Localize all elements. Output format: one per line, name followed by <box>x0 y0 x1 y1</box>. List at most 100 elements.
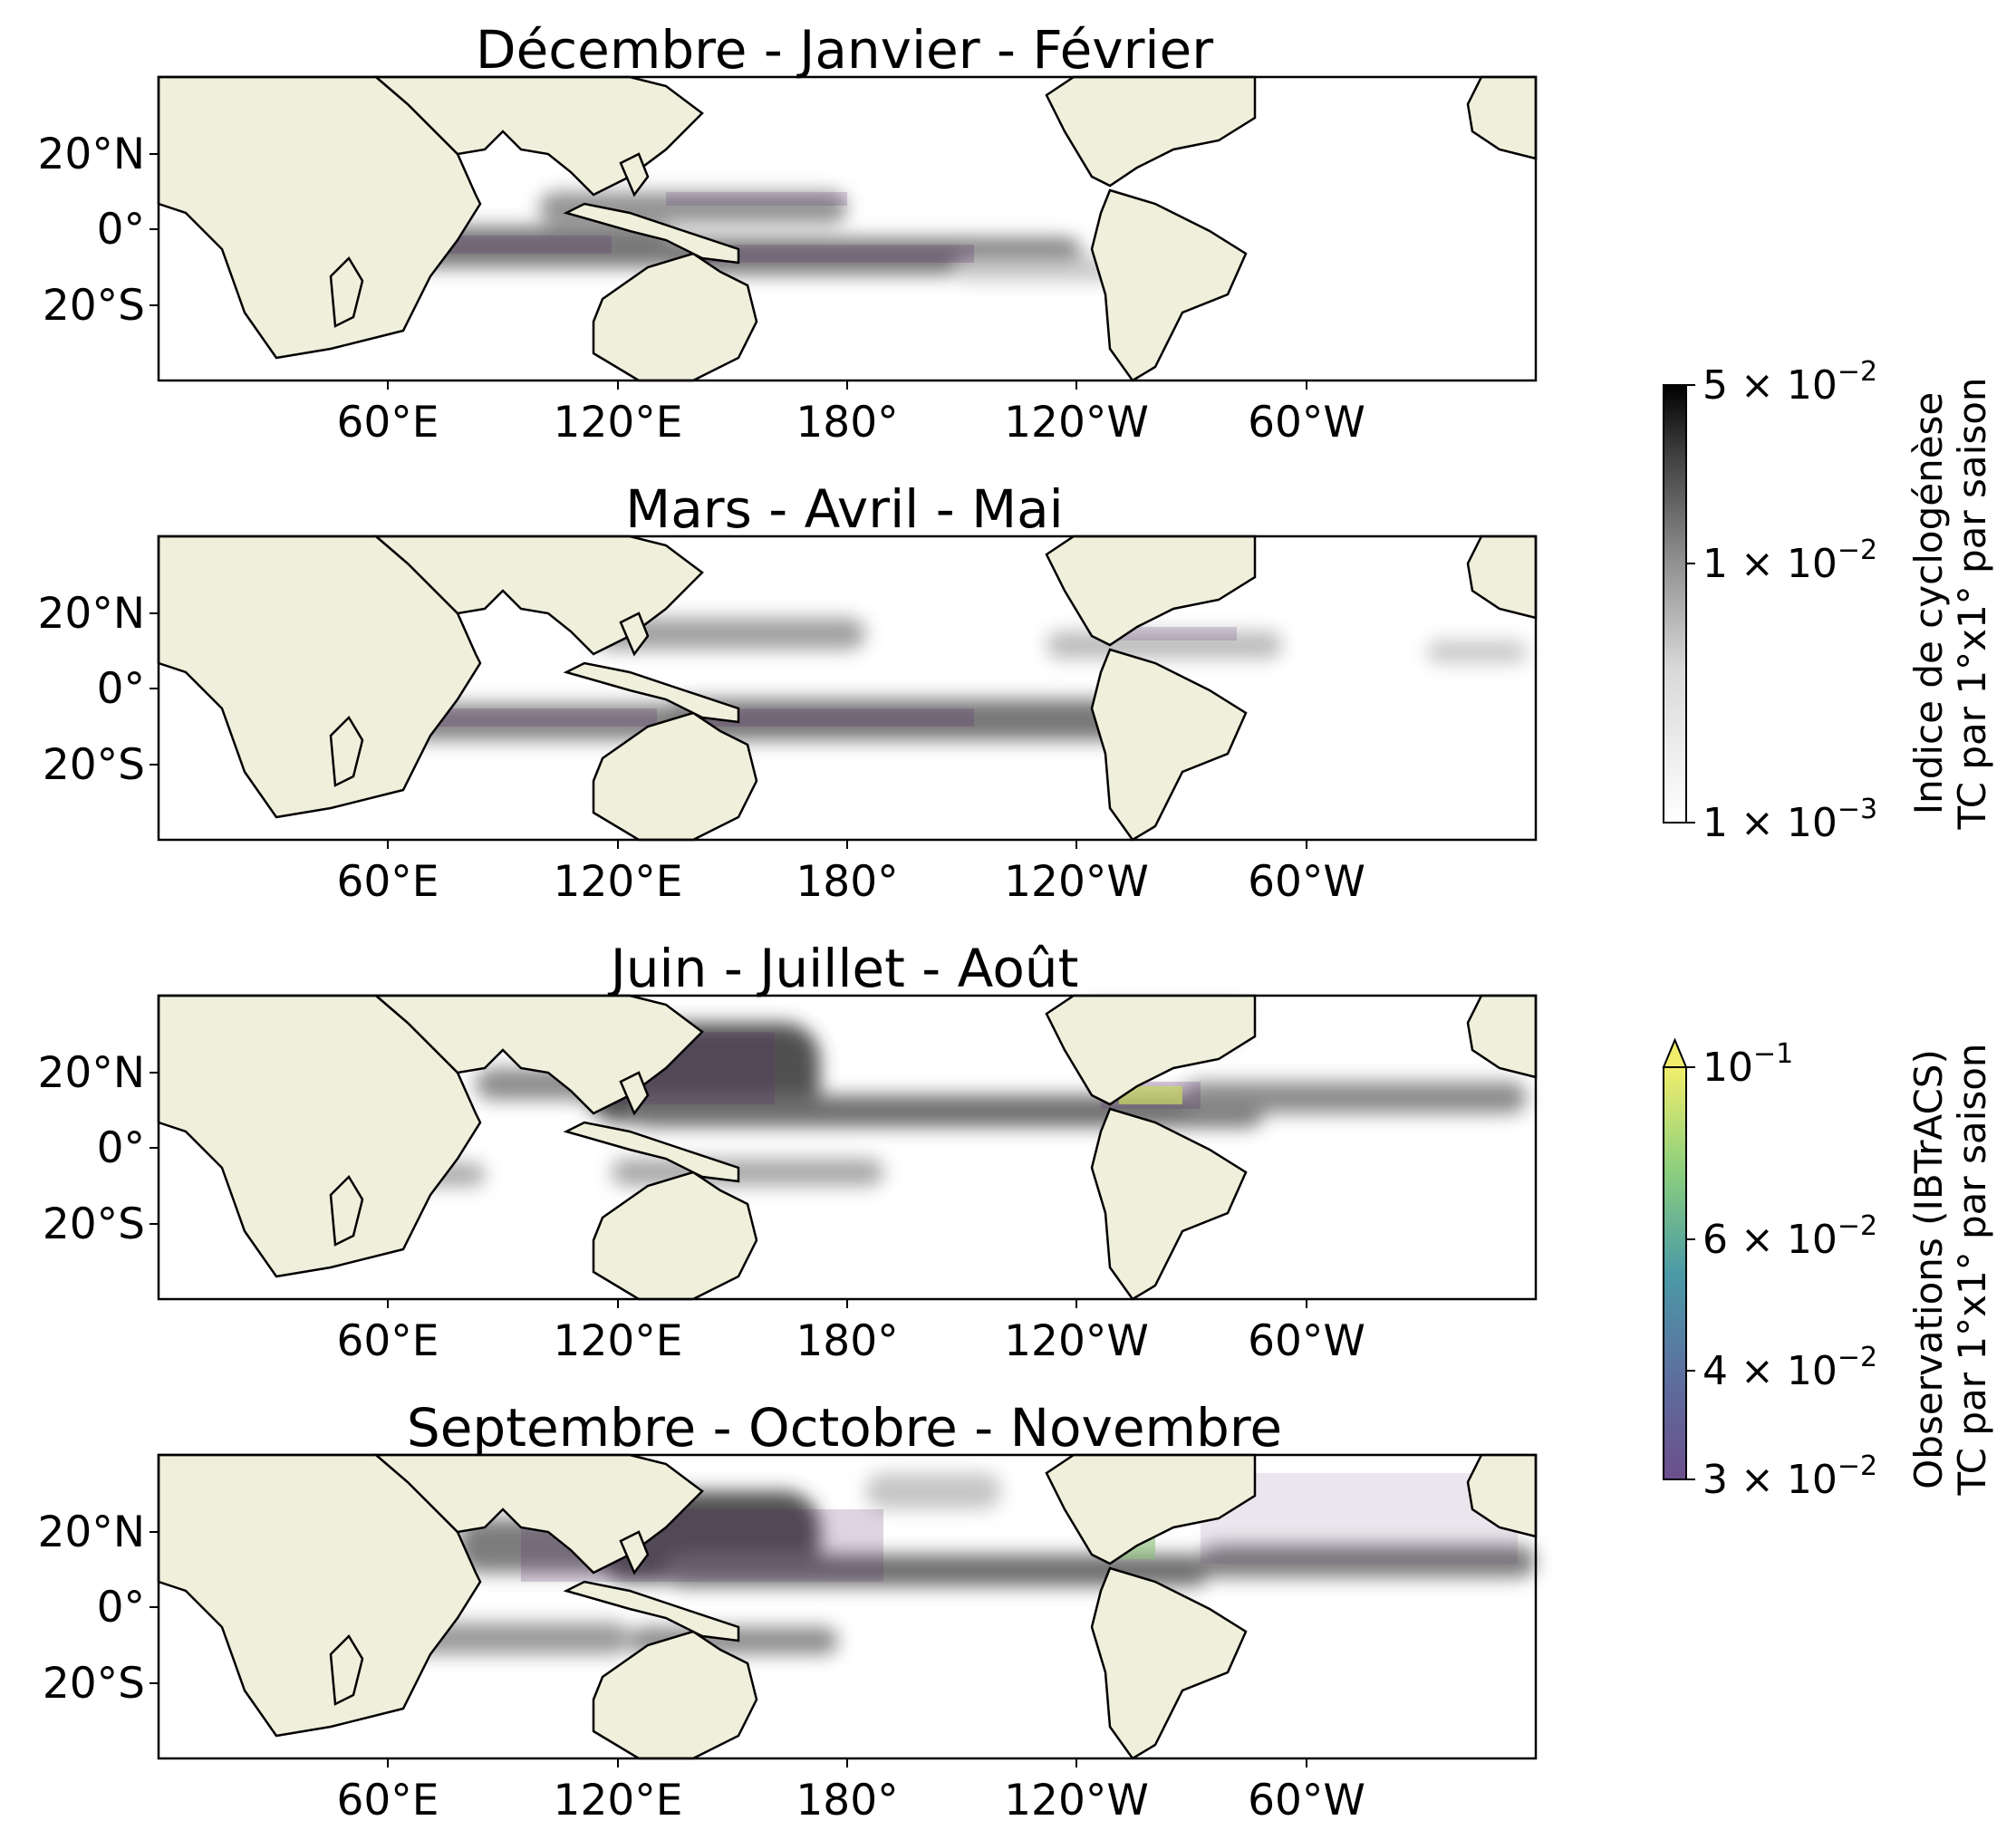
panel-title: Mars - Avril - Mai <box>625 478 1064 540</box>
map-area <box>157 994 1538 1301</box>
north-america-landmass <box>1045 535 1257 647</box>
panel-djf: Décembre - Janvier - Février <box>38 19 1538 448</box>
lat-tick-label: 20°N <box>38 589 145 639</box>
colorbar-obs: 10−1 6 × 10−2 4 × 10−2 3 × 10−2 Observat… <box>1662 1037 1994 1503</box>
panel-title: Juin - Juillet - Août <box>608 938 1079 999</box>
madagascar <box>329 255 364 328</box>
colorbar-index-ticks: 5 × 10−2 1 × 10−2 1 × 10−3 <box>1686 356 1877 846</box>
lon-tick-label: 120°E <box>554 1776 683 1825</box>
colorbar-index-label: Indice de cyclogénèse TC par 1°x1° par s… <box>1906 377 1994 830</box>
colorbar-obs-ticks: 10−1 6 × 10−2 4 × 10−2 3 × 10−2 <box>1686 1038 1877 1503</box>
colorbar-obs-label: Observations (IBTrACS) TC par 1°x1° par … <box>1906 1043 1994 1496</box>
lat-tick-label: 20°S <box>43 281 145 331</box>
philippines-japan <box>619 1530 650 1575</box>
west-africa-landmass <box>1466 535 1538 620</box>
colorbar-tick-label: 5 × 10−2 <box>1703 356 1877 409</box>
panel-mam: Mars - Avril - Mai <box>38 478 1538 907</box>
australia-landmass <box>592 1170 758 1301</box>
lon-tick-label: 180° <box>796 398 898 448</box>
lon-tick-label: 120°W <box>1004 1316 1149 1366</box>
lat-tick-label: 20°N <box>38 1048 145 1098</box>
philippines-japan <box>619 1071 650 1116</box>
panel-title: Décembre - Janvier - Février <box>476 19 1213 81</box>
lon-tick-label: 180° <box>796 1316 898 1366</box>
lon-tick-label: 180° <box>796 857 898 907</box>
lat-tick-label: 0° <box>97 664 145 714</box>
madagascar <box>329 715 364 787</box>
south-america-landmass <box>1090 1566 1248 1760</box>
indonesia-islands <box>563 1580 740 1642</box>
colorbar-label-line1: Observations (IBTrACS) <box>1906 1049 1951 1489</box>
lat-ticks: 20°N 0° 20°S <box>38 589 159 790</box>
colorbar-tick-label: 1 × 10−3 <box>1703 794 1877 846</box>
south-america-landmass <box>1090 648 1248 842</box>
lon-ticks: 60°E 120°E 180° 120°W 60°W <box>336 1299 1365 1366</box>
lon-ticks: 60°E 120°E 180° 120°W 60°W <box>336 380 1365 448</box>
australia-landmass <box>592 252 758 382</box>
philippines-japan <box>619 152 650 197</box>
colorbar-index: 5 × 10−2 1 × 10−2 1 × 10−3 Indice de cyc… <box>1663 356 1994 846</box>
lon-ticks: 60°E 120°E 180° 120°W 60°W <box>336 840 1365 907</box>
australia-landmass <box>592 711 758 842</box>
lat-tick-label: 0° <box>97 205 145 255</box>
colorbar-index-gradient <box>1663 384 1687 824</box>
madagascar <box>329 1174 364 1247</box>
west-africa-landmass <box>1466 75 1538 160</box>
colorbar-tick-label: 10−1 <box>1703 1038 1793 1091</box>
lon-tick-label: 120°E <box>554 398 683 448</box>
lat-ticks: 20°N 0° 20°S <box>38 1507 159 1709</box>
indonesia-islands <box>563 661 740 724</box>
lon-tick-label: 180° <box>796 1776 898 1825</box>
lon-tick-label: 60°E <box>336 1316 439 1366</box>
north-america-landmass <box>1045 1453 1257 1565</box>
land-layer <box>157 75 1538 382</box>
colorbar-tick-label: 3 × 10−2 <box>1703 1450 1877 1503</box>
lon-tick-label: 120°E <box>554 1316 683 1366</box>
land-layer <box>157 1453 1538 1760</box>
south-america-landmass <box>1090 188 1248 382</box>
madagascar <box>329 1633 364 1706</box>
lon-tick-label: 60°W <box>1248 1776 1365 1825</box>
map-area <box>157 535 1538 842</box>
lat-tick-label: 20°N <box>38 1507 145 1557</box>
lat-tick-label: 0° <box>97 1583 145 1633</box>
lon-tick-label: 60°W <box>1248 1316 1365 1366</box>
colorbar-extend-arrow <box>1662 1037 1688 1068</box>
lat-tick-label: 20°S <box>43 740 145 790</box>
density-layer <box>358 1473 1536 1654</box>
south-america-landmass <box>1090 1107 1248 1301</box>
lat-ticks: 20°N 0° 20°S <box>38 130 159 331</box>
colorbar-label-line2: TC par 1°x1° par saison <box>1950 1043 1994 1496</box>
australia-landmass <box>592 1630 758 1760</box>
map-area <box>157 75 1538 382</box>
land-layer <box>157 994 1538 1301</box>
land-layer <box>157 535 1538 842</box>
lon-tick-label: 60°E <box>336 857 439 907</box>
lat-tick-label: 20°S <box>43 1199 145 1249</box>
lon-tick-label: 120°E <box>554 857 683 907</box>
indonesia-islands <box>563 202 740 265</box>
lon-tick-label: 120°W <box>1004 1776 1149 1825</box>
panel-son: Septembre - Octobre - Novembre <box>38 1397 1538 1825</box>
north-america-landmass <box>1045 994 1257 1106</box>
lon-tick-label: 120°W <box>1004 398 1149 448</box>
colorbar-tick-label: 6 × 10−2 <box>1703 1210 1877 1263</box>
indonesia-islands <box>563 1121 740 1183</box>
lat-tick-label: 20°N <box>38 130 145 179</box>
lon-tick-label: 60°W <box>1248 398 1365 448</box>
panel-jja: Juin - Juillet - Août <box>38 938 1538 1366</box>
lat-tick-label: 20°S <box>43 1659 145 1709</box>
west-africa-landmass <box>1466 994 1538 1079</box>
lon-tick-label: 60°E <box>336 1776 439 1825</box>
lat-ticks: 20°N 0° 20°S <box>38 1048 159 1249</box>
lon-tick-label: 60°W <box>1248 857 1365 907</box>
colorbar-obs-gradient <box>1663 1066 1687 1480</box>
colorbar-label-line1: Indice de cyclogénèse <box>1906 392 1951 815</box>
philippines-japan <box>619 612 650 657</box>
colorbar-label-line2: TC par 1°x1° par saison <box>1950 377 1994 830</box>
colorbar-tick-label: 1 × 10−2 <box>1703 535 1877 587</box>
lon-ticks: 60°E 120°E 180° 120°W 60°W <box>336 1758 1365 1825</box>
north-america-landmass <box>1045 75 1257 188</box>
lon-tick-label: 60°E <box>336 398 439 448</box>
